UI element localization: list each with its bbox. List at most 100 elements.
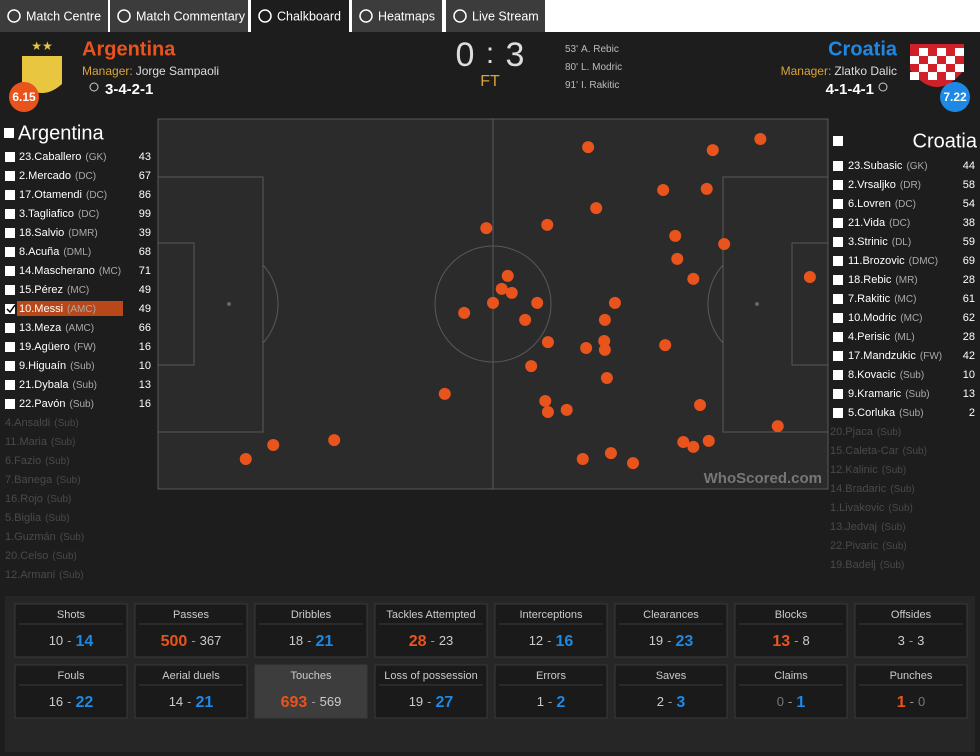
touch-event[interactable]	[771, 420, 784, 433]
checkbox[interactable]	[5, 323, 15, 333]
checkbox[interactable]	[833, 218, 843, 228]
player-row[interactable]: 18.Salvio (DMR)	[19, 227, 98, 239]
touch-event[interactable]	[539, 394, 552, 407]
player-row[interactable]: 10.Modric (MC)	[848, 312, 923, 324]
checkbox[interactable]	[5, 152, 15, 162]
touch-event[interactable]	[487, 296, 499, 309]
touch-event[interactable]	[501, 269, 514, 282]
player-row[interactable]: 5.Corluka (Sub)	[848, 407, 924, 419]
stat-box[interactable]	[134, 603, 248, 658]
touch-event[interactable]	[495, 282, 508, 295]
player-row[interactable]: 9.Kramaric (Sub)	[848, 388, 930, 400]
tab[interactable]	[110, 0, 248, 32]
touch-event[interactable]	[608, 296, 621, 309]
checkbox[interactable]	[5, 247, 15, 257]
checkbox[interactable]	[5, 361, 15, 371]
touch-event[interactable]	[687, 272, 700, 285]
stat-box[interactable]	[734, 603, 848, 658]
checkbox[interactable]	[5, 266, 15, 276]
player-row[interactable]: 15.Pérez (MC)	[19, 284, 89, 296]
checkbox[interactable]	[833, 275, 843, 285]
checkbox[interactable]	[5, 380, 15, 390]
stat-box[interactable]	[734, 664, 848, 719]
checkbox[interactable]	[833, 136, 843, 146]
checkbox[interactable]	[4, 128, 14, 138]
touch-event[interactable]	[598, 335, 611, 347]
player-row[interactable]: 2.Mercado (DC)	[19, 170, 96, 182]
stat-box[interactable]	[614, 603, 728, 658]
player-row[interactable]: 8.Kovacic (Sub)	[848, 369, 924, 381]
touch-event[interactable]	[582, 141, 595, 154]
checkbox[interactable]	[833, 313, 843, 323]
player-row[interactable]: 2.Vrsaljko (DR)	[848, 179, 921, 191]
touch-event[interactable]	[604, 447, 617, 460]
player-row[interactable]: 8.Acuña (DML)	[19, 246, 91, 258]
checkbox[interactable]	[833, 370, 843, 380]
player-row[interactable]: 4.Perisic (ML)	[848, 331, 915, 343]
touch-event[interactable]	[706, 144, 719, 157]
touch-event[interactable]	[458, 306, 471, 319]
touch-event[interactable]	[560, 403, 573, 416]
touch-event[interactable]	[576, 453, 589, 466]
touch-event[interactable]	[694, 399, 707, 412]
touch-event[interactable]	[541, 336, 554, 349]
checkbox[interactable]	[5, 171, 15, 181]
tab[interactable]	[0, 0, 108, 32]
tab[interactable]	[251, 0, 349, 32]
touch-event[interactable]	[541, 406, 554, 419]
player-row[interactable]: 18.Rebic (MR)	[848, 274, 918, 286]
checkbox[interactable]	[833, 351, 843, 361]
tab-label[interactable]: Heatmaps	[378, 9, 435, 23]
player-row[interactable]: 10.Messi (AMC)	[19, 303, 96, 315]
player-row[interactable]: 11.Brozovic (DMC)	[848, 255, 938, 267]
player-row[interactable]: 14.Mascherano (MC)	[19, 265, 121, 277]
checkbox[interactable]	[833, 294, 843, 304]
player-row[interactable]: 6.Lovren (DC)	[848, 198, 916, 210]
checkbox[interactable]	[5, 228, 15, 238]
checkbox[interactable]	[5, 190, 15, 200]
touch-event[interactable]	[505, 286, 518, 299]
player-row[interactable]: 17.Otamendi (DC)	[19, 189, 107, 201]
player-row[interactable]: 13.Meza (AMC)	[19, 322, 94, 334]
stat-box[interactable]	[854, 664, 968, 719]
player-row[interactable]: 21.Vida (DC)	[848, 217, 910, 229]
touch-event[interactable]	[700, 182, 713, 195]
touch-event[interactable]	[659, 339, 672, 352]
touch-event[interactable]	[598, 343, 611, 356]
touch-event[interactable]	[598, 313, 611, 326]
stat-box[interactable]	[614, 664, 728, 719]
touch-event[interactable]	[519, 313, 532, 326]
tab-label[interactable]: Match Commentary	[136, 9, 246, 23]
checkbox[interactable]	[833, 332, 843, 342]
player-row[interactable]: 23.Subasic (GK)	[848, 160, 928, 172]
checkbox[interactable]	[5, 304, 15, 314]
touch-event[interactable]	[438, 387, 451, 400]
touch-event[interactable]	[328, 434, 341, 447]
checkbox[interactable]	[833, 408, 843, 418]
touch-event[interactable]	[754, 132, 767, 145]
touch-event[interactable]	[677, 436, 690, 449]
touch-event[interactable]	[718, 238, 731, 251]
player-row[interactable]: 7.Rakitic (MC)	[848, 293, 916, 305]
touch-event[interactable]	[590, 202, 603, 215]
tab-label[interactable]: Match Centre	[26, 9, 101, 23]
touch-event[interactable]	[657, 184, 670, 197]
player-row[interactable]: 3.Strinic (DL)	[848, 236, 911, 248]
stat-box[interactable]	[14, 664, 128, 719]
player-row[interactable]: 21.Dybala (Sub)	[19, 379, 97, 391]
touch-event[interactable]	[702, 434, 715, 447]
player-row[interactable]: 19.Agüero (FW)	[19, 341, 96, 353]
checkbox[interactable]	[5, 285, 15, 295]
checkbox[interactable]	[833, 199, 843, 209]
tab[interactable]	[352, 0, 442, 32]
touch-event[interactable]	[803, 270, 816, 283]
touch-event[interactable]	[627, 457, 640, 470]
stat-box[interactable]	[374, 603, 488, 658]
touch-event[interactable]	[669, 229, 682, 242]
touch-event[interactable]	[600, 372, 613, 384]
stat-box[interactable]	[494, 603, 608, 658]
stat-box[interactable]	[854, 603, 968, 658]
stat-box[interactable]	[134, 664, 248, 719]
player-row[interactable]: 9.Higuaín (Sub)	[19, 360, 95, 372]
touch-event[interactable]	[671, 252, 684, 265]
